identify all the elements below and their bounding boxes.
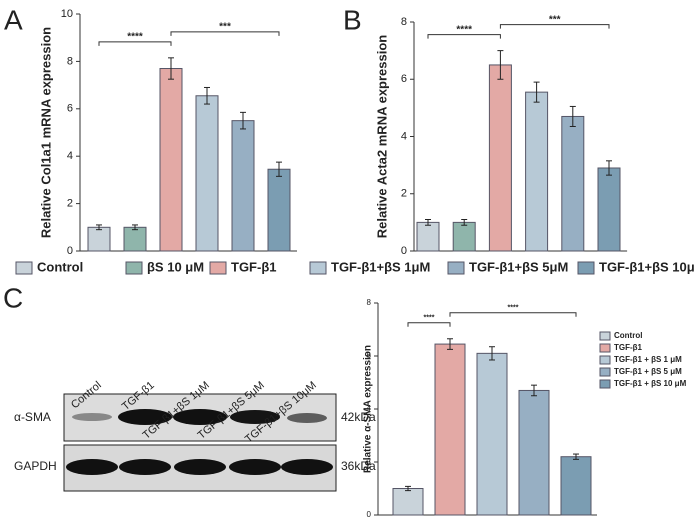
panel-label: A	[4, 4, 23, 35]
legend-label: TGF-β1	[614, 343, 643, 352]
y-tick-label: 6	[367, 351, 372, 360]
legend-swatch	[577, 261, 595, 275]
y-tick-label: 2	[367, 457, 372, 466]
bar	[476, 352, 508, 516]
y-tick-label: 4	[401, 130, 407, 142]
y-axis-title: Relative Acta2 mRNA expression	[374, 35, 389, 239]
bar	[195, 95, 219, 252]
panel-label: B	[343, 4, 362, 35]
band	[119, 459, 171, 475]
bar	[560, 456, 592, 516]
bar	[525, 91, 549, 252]
significance-bracket	[170, 31, 280, 36]
y-tick-label: 10	[61, 8, 73, 20]
bar	[597, 167, 621, 252]
significance-label: ****	[127, 31, 143, 42]
legend-label: TGF-β1 + βS 5 μM	[614, 367, 682, 376]
y-tick-label: 0	[367, 510, 372, 519]
band	[174, 459, 226, 475]
significance-label: ***	[219, 21, 231, 32]
significance-bracket	[98, 41, 172, 46]
significance-bracket	[449, 312, 577, 317]
y-axis-title: Relative Col1a1 mRNA expression	[38, 27, 53, 238]
significance-label: ****	[456, 24, 472, 35]
legend-swatch	[599, 343, 611, 353]
legend-swatch	[599, 379, 611, 389]
legend-label: Control	[614, 331, 642, 340]
bar	[488, 64, 512, 252]
band	[118, 409, 172, 425]
bar	[561, 115, 585, 252]
legend-label: TGF-β1	[231, 259, 277, 274]
bar	[434, 343, 466, 516]
legend-swatch	[447, 261, 465, 275]
y-tick-label: 6	[401, 73, 407, 85]
significance-bracket	[427, 34, 501, 39]
panel-label: C	[3, 282, 23, 313]
legend-label: TGF-β1+βS 10μM	[599, 259, 695, 274]
band	[281, 459, 333, 475]
band	[66, 459, 118, 475]
y-tick-label: 2	[67, 198, 73, 210]
bar	[452, 221, 476, 252]
row-size: 36kDa	[341, 459, 376, 473]
y-tick-label: 8	[367, 298, 372, 307]
legend-swatch	[15, 261, 33, 275]
bar	[392, 488, 424, 516]
legend-label: TGF-β1 + βS 10 μM	[614, 379, 687, 388]
legend-label: TGF-β1 + βS 1 μM	[614, 355, 682, 364]
band	[72, 413, 112, 421]
y-tick-label: 6	[67, 103, 73, 115]
blot-bands	[66, 409, 333, 475]
row-label: α-SMA	[14, 410, 51, 424]
legend-label: Control	[37, 259, 83, 274]
significance-label: ****	[508, 305, 519, 312]
y-tick-label: 4	[67, 150, 73, 162]
y-tick-label: 0	[67, 245, 73, 257]
band	[173, 409, 227, 425]
bar	[416, 221, 440, 252]
bar	[159, 68, 183, 252]
band	[230, 410, 280, 424]
legend-label: TGF-β1+βS 5μM	[469, 259, 568, 274]
significance-label: ****	[424, 315, 435, 322]
legend-swatch	[125, 261, 143, 275]
significance-bracket	[407, 322, 451, 327]
row-size: 42kDa	[341, 410, 376, 424]
legend-swatch	[209, 261, 227, 275]
y-tick-label: 2	[401, 188, 407, 200]
bar	[231, 120, 255, 252]
legend-swatch	[599, 367, 611, 377]
significance-bracket	[499, 24, 610, 29]
y-tick-label: 0	[401, 245, 407, 257]
y-axis-title: Relative α-SMA expression	[363, 345, 374, 473]
band	[229, 459, 281, 475]
y-tick-label: 8	[401, 16, 407, 28]
band	[287, 413, 327, 423]
legend-label: TGF-β1+βS 1μM	[331, 259, 430, 274]
legend-swatch	[599, 331, 611, 341]
legend-swatch	[309, 261, 327, 275]
row-label: GAPDH	[14, 459, 57, 473]
bar	[518, 389, 550, 516]
bar	[123, 226, 147, 252]
legend-label: βS 10 μM	[147, 259, 204, 274]
bar	[87, 226, 111, 252]
legend-swatch	[599, 355, 611, 365]
significance-label: ***	[549, 14, 561, 25]
bar	[267, 168, 291, 252]
y-tick-label: 8	[67, 55, 73, 67]
y-tick-label: 4	[367, 404, 372, 413]
